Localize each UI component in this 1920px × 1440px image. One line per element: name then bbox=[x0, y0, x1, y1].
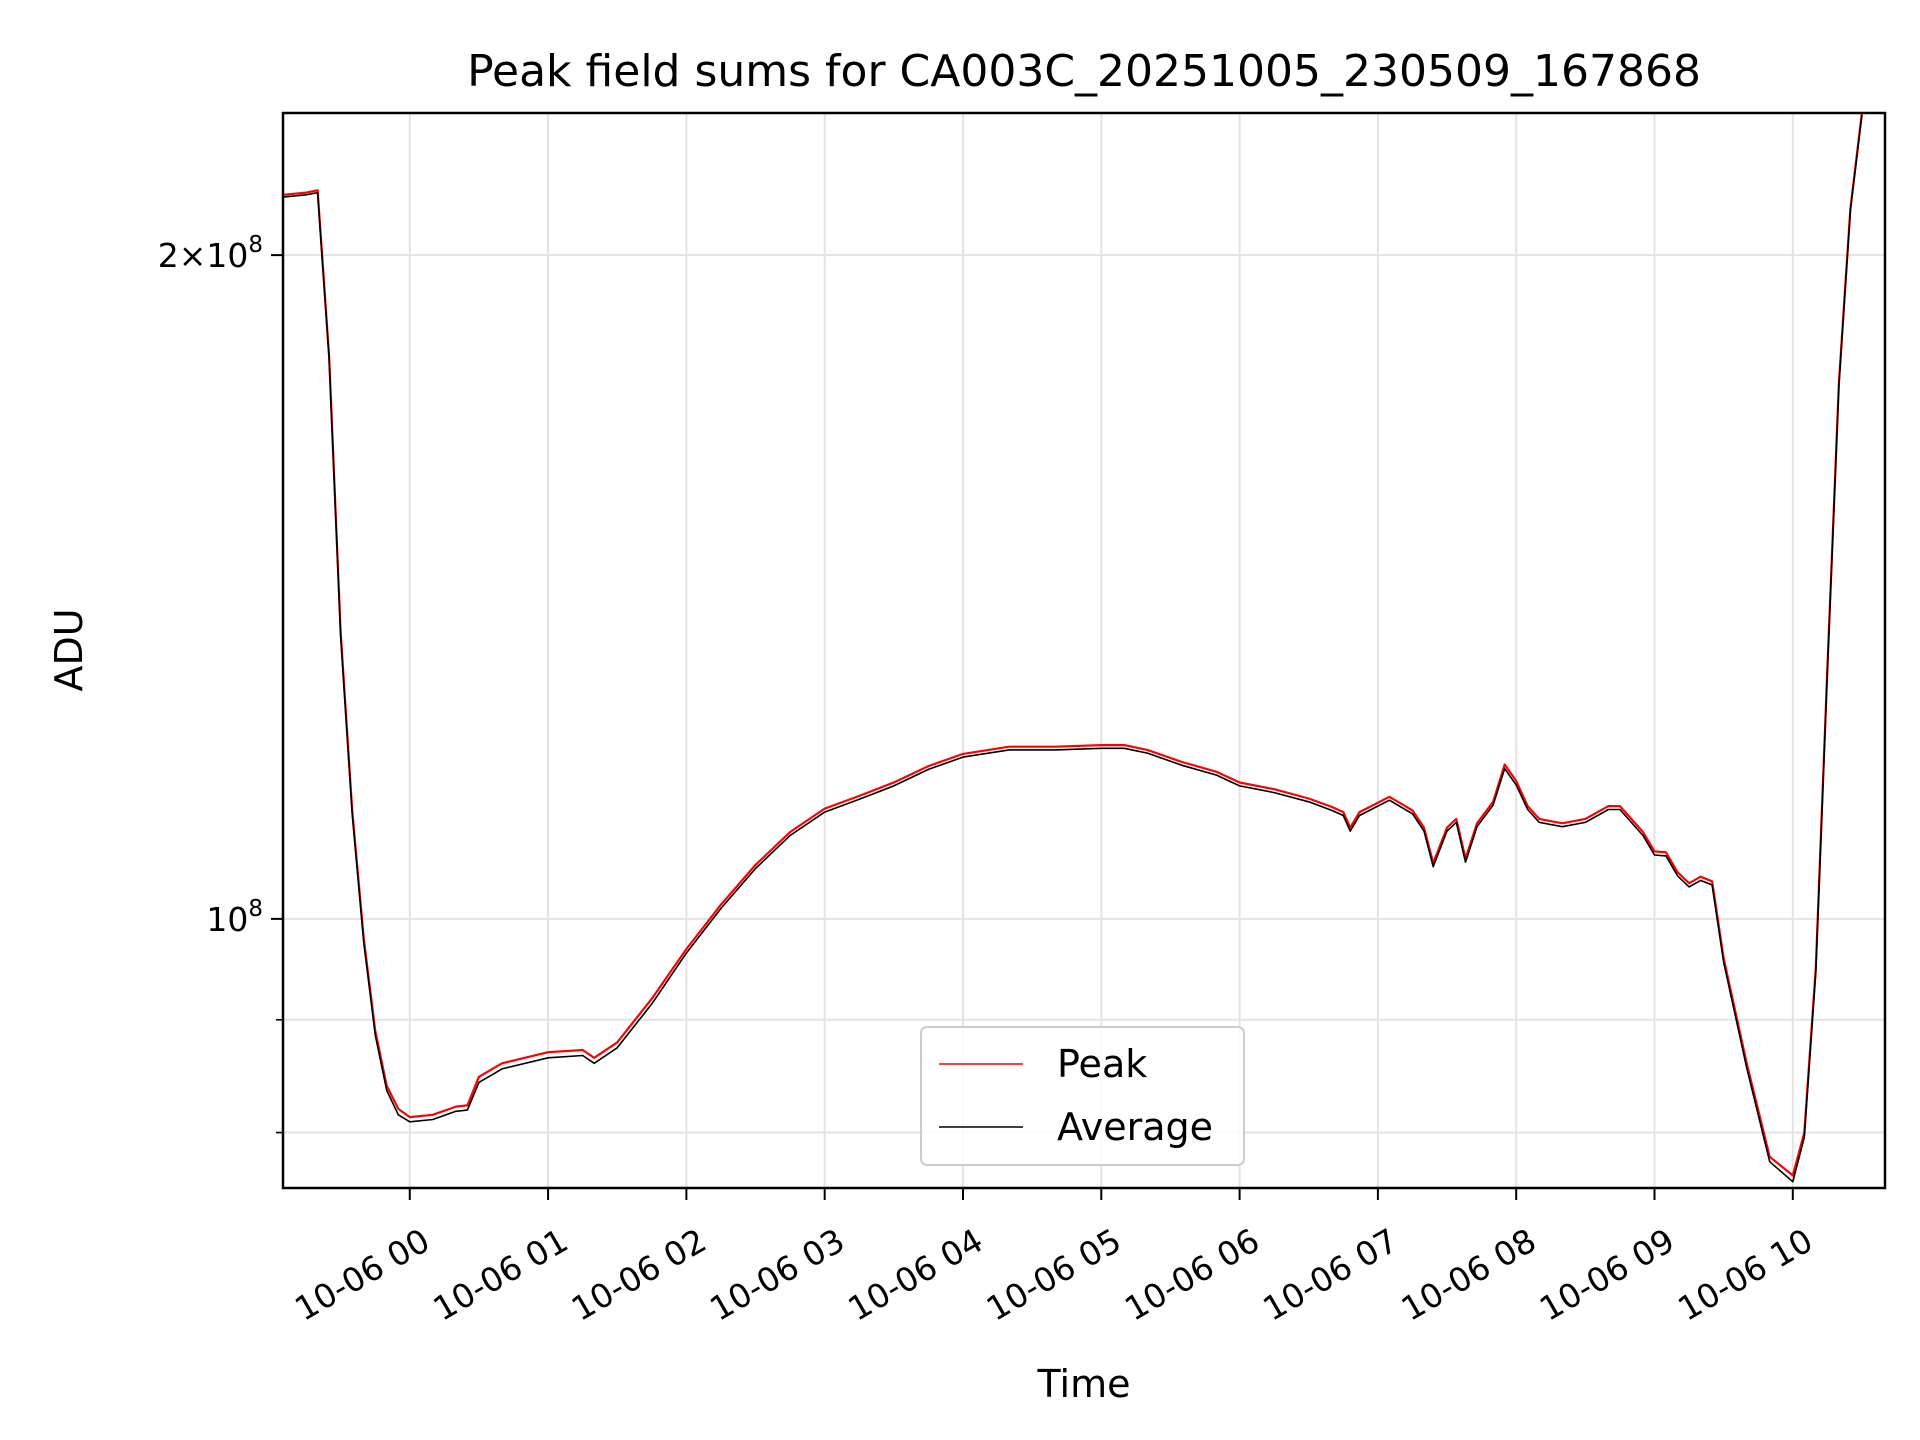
y-axis-label: ADU bbox=[47, 608, 91, 691]
y-ticks: 108 2×108 bbox=[158, 232, 283, 1134]
x-tick-label: 10-06 01 bbox=[426, 1221, 574, 1329]
chart-title: Peak field sums for CA003C_20251005_2305… bbox=[467, 46, 1701, 97]
series-layer bbox=[283, 113, 1863, 1183]
y-tick-label: 108 bbox=[206, 896, 263, 939]
x-tick-label: 10-06 05 bbox=[980, 1221, 1128, 1329]
x-axis-label: Time bbox=[1037, 1362, 1131, 1406]
series-line-peak bbox=[283, 113, 1863, 1177]
x-tick-label: 10-06 10 bbox=[1671, 1221, 1819, 1329]
legend-peak-label: Peak bbox=[1057, 1042, 1147, 1086]
x-tick-label: 10-06 03 bbox=[703, 1221, 851, 1329]
plot-frame bbox=[281, 111, 1887, 1190]
x-tick-label: 10-06 06 bbox=[1118, 1221, 1266, 1329]
x-tick-label: 10-06 08 bbox=[1395, 1221, 1543, 1329]
x-tick-label: 10-06 04 bbox=[841, 1221, 989, 1329]
x-tick-label: 10-06 09 bbox=[1533, 1221, 1681, 1329]
series-line-average bbox=[283, 115, 1863, 1183]
legend-average-label: Average bbox=[1057, 1105, 1213, 1149]
x-tick-label: 10-06 02 bbox=[565, 1221, 713, 1329]
y-tick-label: 2×108 bbox=[158, 232, 263, 275]
legend-box bbox=[920, 1026, 1245, 1166]
x-tick-label: 10-06 07 bbox=[1256, 1221, 1404, 1329]
legend: Peak Average bbox=[920, 1026, 1245, 1166]
x-tick-label: 10-06 00 bbox=[288, 1221, 436, 1329]
